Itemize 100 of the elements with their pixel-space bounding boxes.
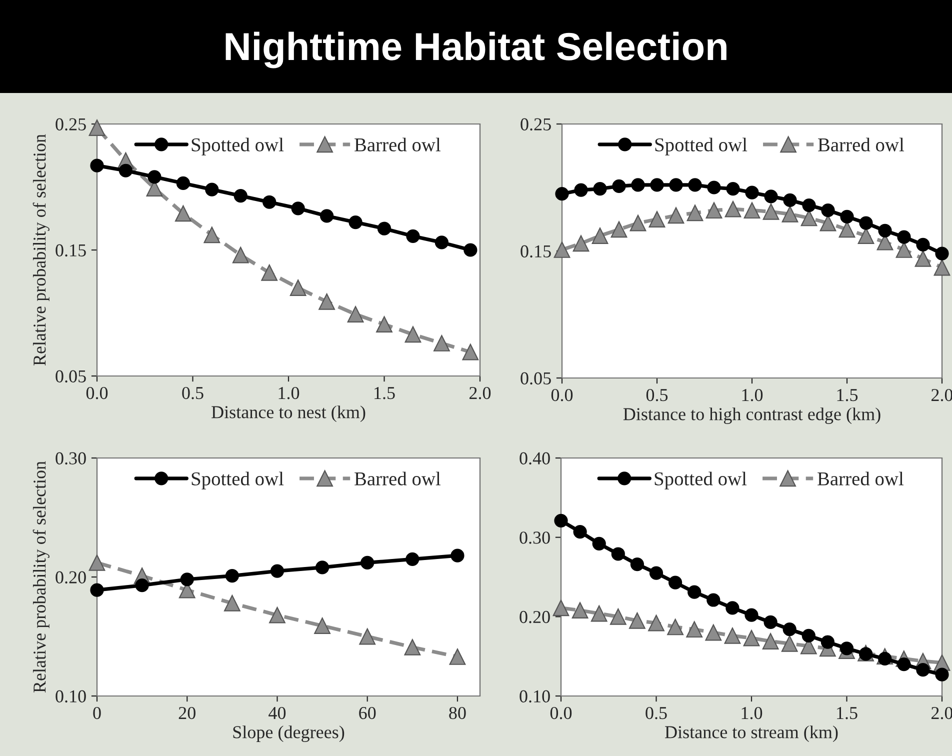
point xyxy=(859,216,873,230)
y-tick-label: 0.20 xyxy=(56,571,86,584)
point xyxy=(764,615,778,630)
point xyxy=(135,578,149,592)
point xyxy=(650,178,664,192)
legend-label: Barred owl xyxy=(818,138,904,152)
legend-label: Spotted owl xyxy=(192,138,284,156)
point xyxy=(840,642,854,656)
point xyxy=(572,602,588,619)
point xyxy=(782,206,798,222)
point xyxy=(406,229,420,243)
point xyxy=(686,621,703,638)
point xyxy=(629,612,646,629)
y-tick-label: 0.20 xyxy=(520,610,550,624)
point xyxy=(552,600,570,616)
point xyxy=(781,635,798,652)
point xyxy=(914,250,932,267)
point xyxy=(802,628,816,643)
y-tick-label: 0.10 xyxy=(56,690,86,703)
y-tick-label: 0.05 xyxy=(56,370,86,383)
point xyxy=(878,224,892,238)
point xyxy=(234,189,248,203)
y-tick-label: 0.15 xyxy=(520,245,551,258)
point xyxy=(743,630,760,646)
point xyxy=(204,226,220,244)
x-axis-title: Slope (degrees) xyxy=(233,726,344,742)
point xyxy=(360,556,374,570)
point xyxy=(232,246,249,264)
point xyxy=(897,657,911,672)
point xyxy=(612,179,626,194)
point xyxy=(261,264,278,281)
point xyxy=(648,211,666,228)
point xyxy=(404,326,422,343)
y-tick-label: 0.10 xyxy=(520,690,550,703)
point xyxy=(762,203,780,220)
point xyxy=(314,618,330,634)
x-tick-label: 0.5 xyxy=(182,386,204,400)
y-tick-label: 0.40 xyxy=(520,452,550,465)
point xyxy=(840,210,854,224)
point xyxy=(648,614,664,632)
point xyxy=(706,593,720,607)
point xyxy=(668,207,684,224)
point xyxy=(705,624,722,641)
chart-title: Nighttime Habitat Selection xyxy=(226,32,726,68)
point xyxy=(916,663,930,677)
point xyxy=(224,594,240,612)
y-axis-title: Relative probability of selection xyxy=(32,461,50,693)
y-tick-label: 0.25 xyxy=(520,118,551,131)
point xyxy=(783,193,797,208)
point xyxy=(610,608,626,625)
x-tick-label: 40 xyxy=(268,706,286,720)
point xyxy=(572,235,590,252)
x-axis-title: Distance to nest (km) xyxy=(212,406,366,422)
point xyxy=(359,628,376,645)
x-axis-title: Distance to stream (km) xyxy=(665,726,838,742)
point xyxy=(897,230,911,244)
point xyxy=(762,633,779,650)
point xyxy=(318,293,335,310)
point xyxy=(782,622,796,636)
point xyxy=(820,635,835,649)
point xyxy=(630,214,646,232)
point xyxy=(686,204,704,222)
x-tick-label: 60 xyxy=(359,706,376,720)
point xyxy=(668,576,682,590)
point xyxy=(269,606,286,624)
point xyxy=(180,572,194,586)
point xyxy=(90,583,104,597)
x-tick-label: 0.5 xyxy=(646,388,668,402)
point xyxy=(688,585,702,599)
point xyxy=(347,306,364,322)
point xyxy=(896,242,912,258)
x-tick-label: 1.0 xyxy=(742,706,762,720)
point xyxy=(450,548,464,562)
point xyxy=(270,564,284,578)
point xyxy=(649,566,664,580)
point xyxy=(593,182,607,196)
point xyxy=(592,536,606,550)
point xyxy=(764,190,778,204)
point xyxy=(821,204,835,218)
point xyxy=(630,558,644,572)
point xyxy=(205,182,219,196)
x-tick-label: 1.5 xyxy=(374,387,395,400)
point xyxy=(669,178,683,192)
x-tick-label: 0.0 xyxy=(86,386,108,400)
x-tick-label: 1.5 xyxy=(837,707,858,720)
y-tick-label: 0.30 xyxy=(56,452,86,465)
point xyxy=(449,648,466,665)
point xyxy=(320,209,334,223)
point xyxy=(406,552,420,566)
point xyxy=(118,164,133,178)
y-axis-title: Relative probability of selection xyxy=(32,134,50,366)
y-tick-label: 0.25 xyxy=(56,118,86,131)
x-tick-label: 0.5 xyxy=(646,706,667,720)
point xyxy=(610,221,628,238)
x-tick-label: 2.0 xyxy=(470,386,491,400)
y-tick-label: 0.30 xyxy=(520,532,550,544)
point xyxy=(574,183,588,197)
point xyxy=(174,205,192,222)
point xyxy=(88,554,106,571)
legend-label: Spotted owl xyxy=(655,138,748,156)
